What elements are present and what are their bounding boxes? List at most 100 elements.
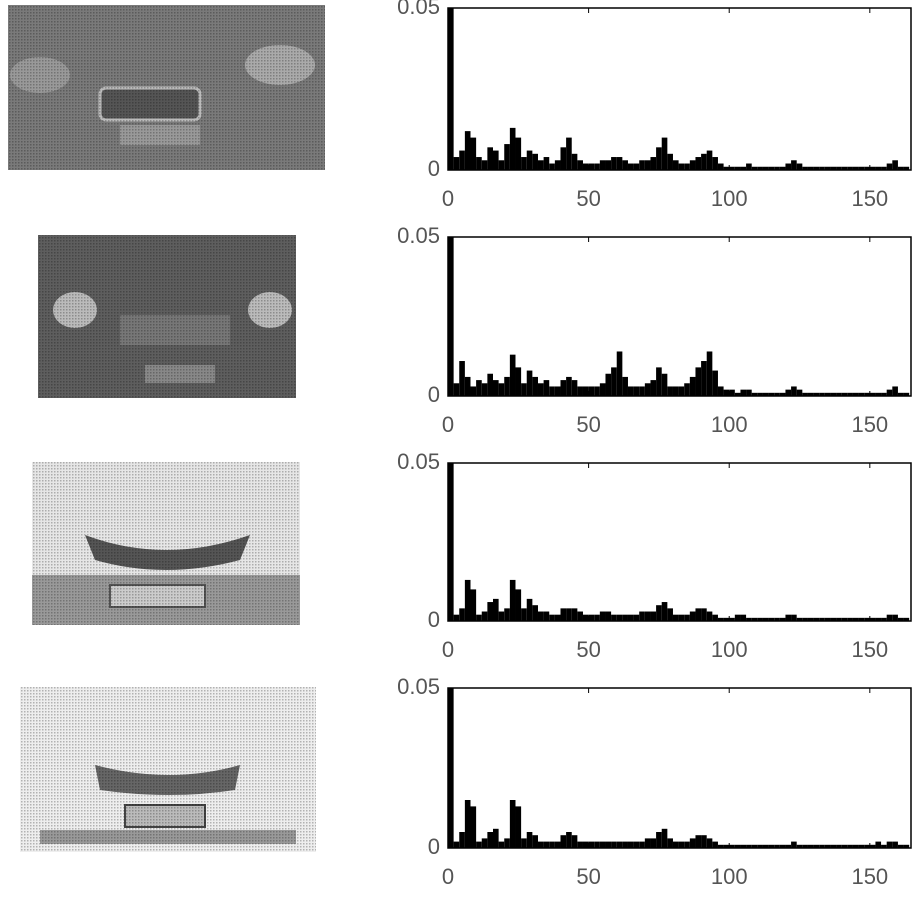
histogram-bar (448, 237, 454, 396)
histogram-bar (622, 160, 628, 170)
histogram-bar (712, 157, 718, 170)
histogram-bar (498, 611, 505, 621)
histogram-bar (543, 157, 550, 170)
histogram-bar (492, 150, 499, 170)
x-tick-label: 0 (442, 864, 454, 889)
histogram-bar (582, 386, 589, 396)
histogram-bar (560, 835, 567, 848)
histogram-bar (757, 166, 763, 170)
histogram-bar (644, 611, 651, 621)
histogram-bar (588, 614, 595, 621)
histogram-bar (897, 844, 904, 848)
histogram-bar (903, 844, 910, 848)
histogram-bar (509, 579, 516, 621)
histogram-bar (819, 166, 825, 170)
histogram-bar (667, 838, 673, 848)
histogram-bar (903, 617, 910, 621)
histogram-bar (689, 611, 696, 621)
x-tick-label: 50 (576, 864, 600, 889)
histogram-bar (464, 131, 471, 170)
histogram-bar (881, 166, 887, 170)
histogram-bar (869, 392, 876, 396)
histogram-bar (684, 841, 690, 848)
histogram-bar (504, 608, 510, 621)
histogram-bar (892, 160, 898, 170)
histogram-bar (678, 614, 685, 621)
histogram-bar (599, 611, 606, 621)
histogram-bar (847, 392, 853, 396)
histogram-bar (785, 614, 792, 621)
histogram-bar (858, 617, 865, 621)
histogram-bar (678, 163, 685, 170)
histogram-bar (774, 844, 780, 848)
histogram-bar (802, 617, 808, 621)
histogram-bar (560, 147, 567, 170)
histogram-bar (644, 838, 651, 848)
histogram-bar (717, 617, 724, 621)
histogram-bar (577, 841, 583, 848)
histogram-bar (824, 844, 831, 848)
histogram-bar (459, 150, 465, 170)
histogram-bar (448, 688, 454, 848)
car-photo (8, 5, 325, 170)
x-tick-label: 50 (576, 412, 600, 437)
histogram-bar (729, 617, 735, 621)
histogram-bar (836, 166, 842, 170)
histogram-bar (650, 838, 657, 848)
histogram-bar (858, 392, 865, 396)
histogram-bar (464, 800, 471, 848)
histogram-bar (650, 380, 657, 396)
histogram-bar (526, 370, 533, 396)
histogram-bar (532, 153, 538, 170)
histogram-bar (639, 386, 645, 396)
histogram-bar (864, 617, 870, 621)
histogram-bar (537, 611, 544, 621)
histogram-bar (526, 150, 533, 170)
histogram-bar (661, 137, 668, 170)
histogram-bar (633, 841, 640, 848)
histogram-bar (515, 806, 522, 848)
histogram-bar (779, 392, 786, 396)
histogram-bar (605, 160, 612, 170)
histogram-bar (689, 160, 696, 170)
histogram-bar (847, 844, 853, 848)
histogram-bar (695, 835, 702, 848)
histogram-bar (622, 614, 628, 621)
histogram-bar (807, 392, 814, 396)
histogram-bar (526, 832, 533, 848)
histogram-bar (729, 389, 735, 396)
histogram-bar (841, 844, 848, 848)
histogram-bar (605, 373, 612, 396)
histogram-bar (813, 166, 820, 170)
histogram-bar (594, 386, 600, 396)
histogram-bar (824, 392, 831, 396)
histogram-bar (644, 383, 651, 396)
histogram-bar (813, 392, 820, 396)
histogram-bar (661, 828, 668, 848)
histogram-bar (830, 392, 837, 396)
histogram-bar (537, 160, 544, 170)
y-tick-label: 0.05 (397, 674, 440, 699)
histogram-bar (633, 386, 640, 396)
histogram-bar (571, 380, 578, 396)
histogram-bar (470, 806, 477, 848)
histogram-bar (639, 841, 645, 848)
histogram-bar (836, 844, 842, 848)
histogram-bar (672, 614, 679, 621)
histogram-bar (774, 617, 780, 621)
histogram-bar (571, 835, 578, 848)
histogram-bar (807, 844, 814, 848)
histogram-bar (470, 386, 477, 396)
histogram-bar (824, 166, 831, 170)
histogram-bar (762, 166, 769, 170)
histogram-bar (532, 605, 538, 621)
histogram-bar (768, 844, 775, 848)
histogram-bar (695, 157, 702, 170)
histogram-bar (633, 163, 640, 170)
histogram-bar (864, 392, 870, 396)
histogram-bar (476, 841, 482, 848)
histogram-bar (785, 844, 792, 848)
histogram-bar (830, 617, 837, 621)
histogram-bar (852, 166, 859, 170)
histogram-bar (599, 841, 606, 848)
